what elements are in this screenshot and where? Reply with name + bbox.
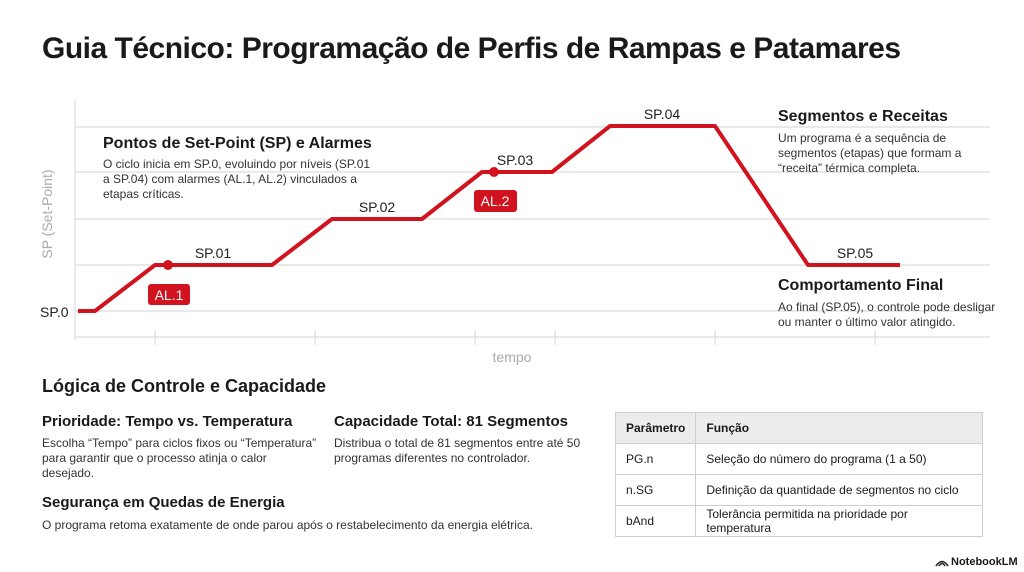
block-heading: Segurança em Quedas de Energia bbox=[42, 494, 285, 511]
alarm-label: AL.2 bbox=[481, 193, 510, 209]
header-cell: Função bbox=[695, 412, 983, 444]
table-row: PG.n Seleção do número do programa (1 a 5… bbox=[614, 443, 983, 475]
setpoint-label: SP.05 bbox=[837, 245, 874, 261]
cell: PG.n bbox=[614, 443, 697, 475]
table-header: Parâmetro Função bbox=[614, 412, 983, 444]
profile-diagram: SP (Set-Point) tempo SP.0 SP.01 SP.02 SP… bbox=[39, 100, 990, 365]
page-title: Guia Técnico: Programação de Perfis de R… bbox=[42, 32, 901, 65]
callout-heading: Pontos de Set-Point (SP) e Alarmes bbox=[103, 135, 372, 152]
setpoint-label: SP.01 bbox=[195, 245, 232, 261]
section-heading: Lógica de Controle e Capacidade bbox=[42, 376, 327, 396]
block-heading: Prioridade: Tempo vs. Temperatura bbox=[42, 413, 293, 430]
setpoint-label: SP.04 bbox=[644, 106, 681, 122]
alarm-badge bbox=[474, 190, 517, 212]
footer-brand: NotebookLM bbox=[951, 556, 1018, 568]
header-cell: Parâmetro bbox=[614, 412, 697, 444]
cell: Seleção do número do programa (1 a 50) bbox=[695, 443, 983, 475]
block-text: O programa retoma exatamente de onde par… bbox=[42, 518, 533, 532]
parameter-table: Parâmetro Função PG.n Seleção do número d… bbox=[614, 412, 983, 537]
cell: n.SG bbox=[614, 474, 697, 506]
alarm-badge bbox=[148, 284, 190, 305]
block-text: Escolha “Tempo” para ciclos fixos ou “Te… bbox=[42, 436, 317, 480]
footer-icon bbox=[935, 560, 949, 567]
callout-heading: Comportamento Final bbox=[778, 277, 944, 294]
alarm-label: AL.1 bbox=[155, 287, 184, 303]
setpoint-label: SP.0 bbox=[40, 304, 69, 320]
y-axis-label: SP (Set-Point) bbox=[39, 169, 55, 258]
block-text: Distribua o total de 81 segmentos entre … bbox=[334, 436, 581, 465]
callout-text: Um programa é a sequência de segmentos (… bbox=[778, 131, 962, 175]
table-row: bAnd Tolerância permitida na prioridade p… bbox=[614, 505, 983, 537]
callout-text: O ciclo inicia em SP.0, evoluindo por ní… bbox=[103, 157, 371, 201]
cell: Definição da quantidade de segmentos no … bbox=[695, 474, 983, 506]
cell: Tolerância permitida na prioridade por t… bbox=[695, 505, 983, 537]
table-row: n.SG Definição da quantidade de segmentos… bbox=[614, 474, 983, 506]
callout-heading: Segmentos e Receitas bbox=[778, 108, 948, 125]
setpoint-label: SP.03 bbox=[497, 152, 534, 168]
cell: bAnd bbox=[614, 505, 697, 537]
profile-line bbox=[78, 124, 900, 313]
alarm-dot bbox=[489, 167, 499, 177]
x-axis-label: tempo bbox=[493, 349, 532, 365]
alarm-dot bbox=[163, 260, 173, 270]
block-heading: Capacidade Total: 81 Segmentos bbox=[334, 413, 568, 430]
callout-text: Ao final (SP.05), o controle pode deslig… bbox=[778, 300, 996, 329]
setpoint-label: SP.02 bbox=[359, 199, 396, 215]
